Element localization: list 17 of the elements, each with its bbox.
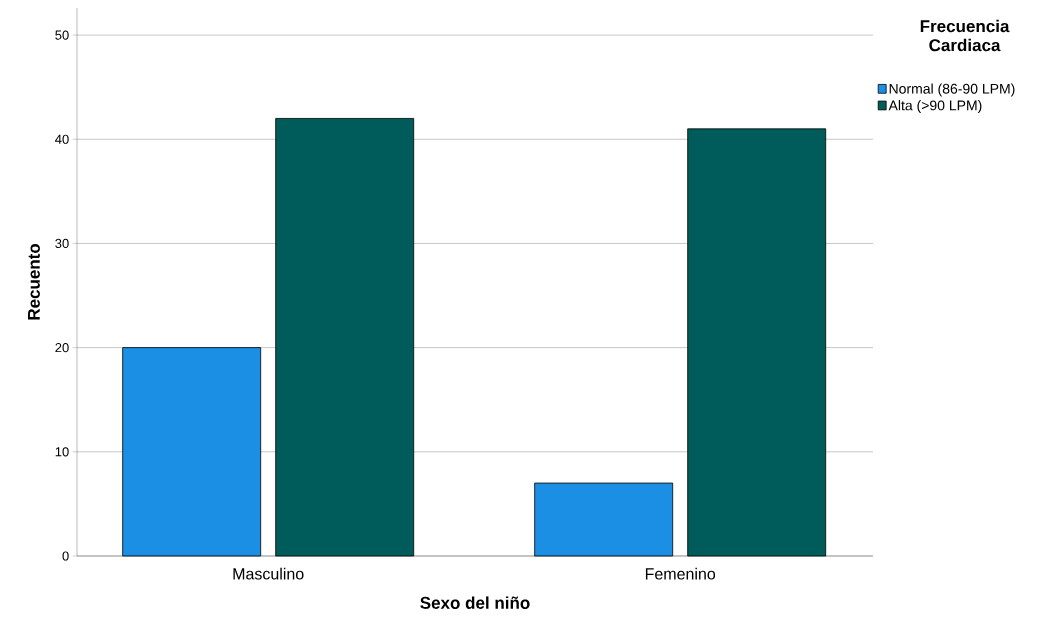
y-tick-label: 40 xyxy=(55,134,69,144)
y-axis-title: Recuento xyxy=(28,243,40,320)
bar xyxy=(534,482,674,557)
x-tick-label: Masculino xyxy=(233,567,304,580)
legend-label: Normal (86-90 LPM) xyxy=(889,83,1015,97)
legend-label: Alta (>90 LPM) xyxy=(888,100,982,114)
y-tick-label: 50 xyxy=(55,30,69,40)
legend-title: Frecuencia Cardiaca xyxy=(920,19,1010,52)
bar xyxy=(687,128,827,557)
x-tick-label: Femenino xyxy=(645,567,716,580)
y-tick-label: 30 xyxy=(55,238,69,249)
bar xyxy=(122,347,262,557)
x-axis-title: Sexo del niño xyxy=(420,596,530,609)
y-tick-label: 20 xyxy=(55,343,69,353)
y-tick-label: 0 xyxy=(62,551,69,561)
bar xyxy=(275,118,415,557)
y-tick-label: 10 xyxy=(55,447,69,457)
